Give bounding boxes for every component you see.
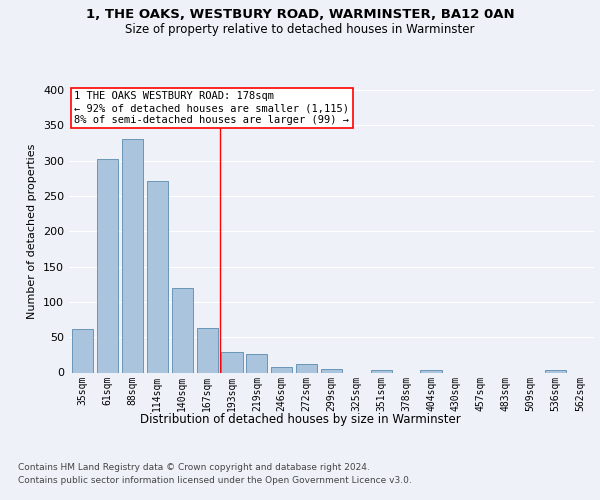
Text: Size of property relative to detached houses in Warminster: Size of property relative to detached ho… — [125, 22, 475, 36]
Text: 1 THE OAKS WESTBURY ROAD: 178sqm
← 92% of detached houses are smaller (1,115)
8%: 1 THE OAKS WESTBURY ROAD: 178sqm ← 92% o… — [74, 92, 349, 124]
Bar — [271, 367, 292, 372]
Text: 1, THE OAKS, WESTBURY ROAD, WARMINSTER, BA12 0AN: 1, THE OAKS, WESTBURY ROAD, WARMINSTER, … — [86, 8, 514, 20]
Bar — [172, 288, 193, 372]
Text: Contains HM Land Registry data © Crown copyright and database right 2024.: Contains HM Land Registry data © Crown c… — [18, 462, 370, 471]
Bar — [321, 369, 342, 372]
Bar — [296, 364, 317, 372]
Bar — [221, 352, 242, 372]
Text: Contains public sector information licensed under the Open Government Licence v3: Contains public sector information licen… — [18, 476, 412, 485]
Bar — [421, 370, 442, 372]
Bar — [545, 370, 566, 372]
Bar — [72, 328, 93, 372]
Bar — [97, 159, 118, 372]
Bar — [246, 354, 268, 372]
Bar — [371, 370, 392, 372]
Y-axis label: Number of detached properties: Number of detached properties — [28, 144, 37, 319]
Bar — [197, 328, 218, 372]
Text: Distribution of detached houses by size in Warminster: Distribution of detached houses by size … — [140, 412, 460, 426]
Bar — [147, 181, 168, 372]
Bar — [122, 140, 143, 372]
